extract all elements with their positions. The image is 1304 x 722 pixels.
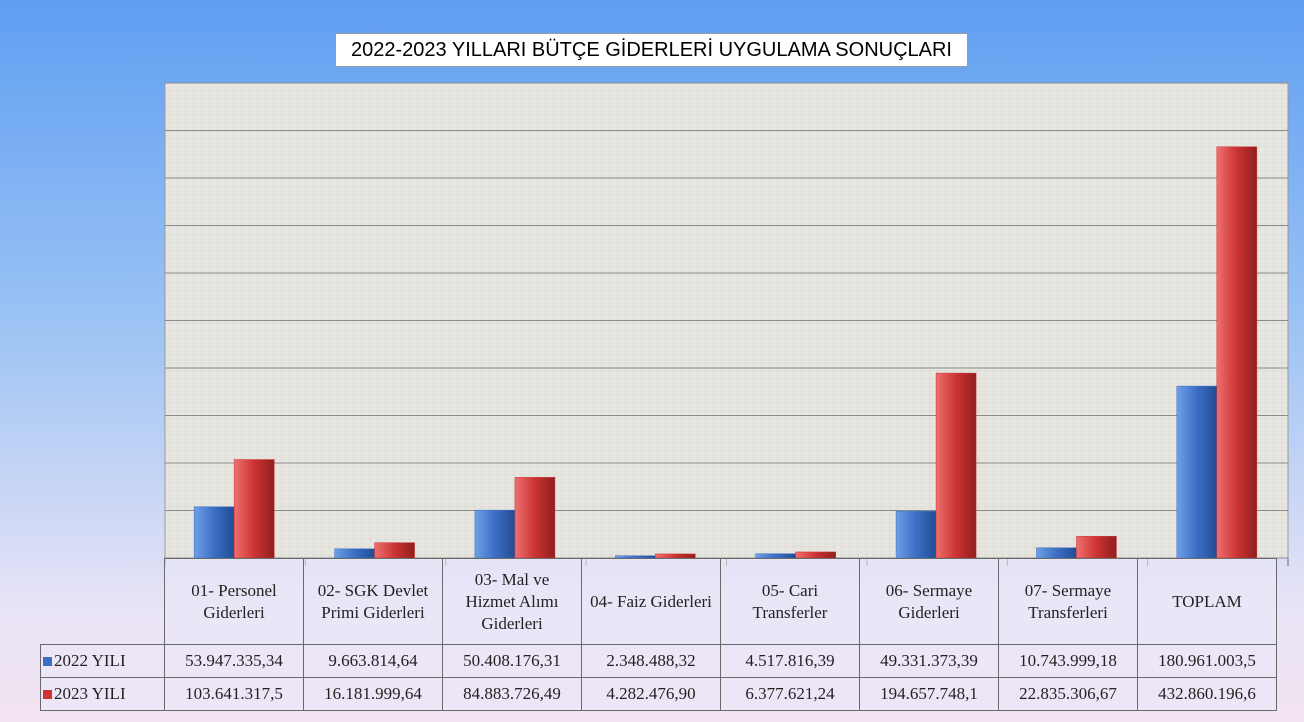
bar xyxy=(935,372,977,559)
legend-label: 2023 YILI xyxy=(54,684,126,703)
value-label: 2.348.488,32 xyxy=(581,644,721,678)
category-label: 07- Sermaye Transferleri xyxy=(998,558,1138,645)
bar xyxy=(1036,547,1077,559)
value-label: 194.657.748,1 xyxy=(859,677,999,711)
category-label: 05- Cari Transferler xyxy=(720,558,860,645)
value-label: 16.181.999,64 xyxy=(303,677,443,711)
category-label: 06- Sermaye Giderleri xyxy=(859,558,999,645)
bar xyxy=(233,459,275,559)
bar xyxy=(193,506,235,559)
value-label: 103.641.317,5 xyxy=(164,677,304,711)
bar xyxy=(514,477,556,559)
legend-entry: 2023 YILI xyxy=(40,677,165,711)
chart-title: 2022-2023 YILLARI BÜTÇE GİDERLERİ UYGULA… xyxy=(335,33,968,67)
category-label: 02- SGK Devlet Primi Giderleri xyxy=(303,558,443,645)
category-label: 04- Faiz Giderleri xyxy=(581,558,721,645)
category-label: TOPLAM xyxy=(1137,558,1277,645)
value-label: 84.883.726,49 xyxy=(442,677,582,711)
legend-swatch xyxy=(43,657,52,666)
blank-cell xyxy=(41,559,165,645)
bar xyxy=(655,553,696,559)
value-label: 6.377.621,24 xyxy=(720,677,860,711)
bar xyxy=(374,542,415,559)
legend-entry: 2022 YILI xyxy=(40,644,165,678)
data-table: 01- Personel Giderleri 02- SGK Devlet Pri… xyxy=(40,558,1277,711)
value-label: 22.835.306,67 xyxy=(998,677,1138,711)
value-label: 53.947.335,34 xyxy=(164,644,304,678)
value-label: 432.860.196,6 xyxy=(1137,677,1277,711)
value-label: 10.743.999,18 xyxy=(998,644,1138,678)
bar xyxy=(1176,385,1218,559)
value-label: 49.331.373,39 xyxy=(859,644,999,678)
value-label: 4.517.816,39 xyxy=(720,644,860,678)
value-label: 4.282.476,90 xyxy=(581,677,721,711)
bar xyxy=(895,510,937,559)
legend-swatch xyxy=(43,690,52,699)
bar xyxy=(1216,146,1258,559)
value-label: 50.408.176,31 xyxy=(442,644,582,678)
legend-label: 2022 YILI xyxy=(54,651,126,670)
category-label: 03- Mal ve Hizmet Alımı Giderleri xyxy=(442,558,582,645)
value-label: 180.961.003,5 xyxy=(1137,644,1277,678)
bar xyxy=(334,548,375,559)
category-label: 01- Personel Giderleri xyxy=(164,558,304,645)
value-label: 9.663.814,64 xyxy=(303,644,443,678)
bar xyxy=(1076,536,1117,559)
bar xyxy=(474,509,516,559)
